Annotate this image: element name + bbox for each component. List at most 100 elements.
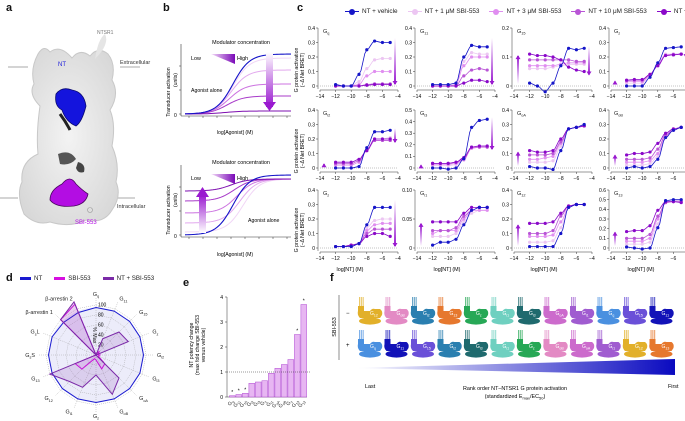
data-point	[446, 82, 450, 87]
data-point	[462, 220, 466, 224]
increase-arrow-shaft	[420, 223, 422, 246]
y-tick-label: 0	[603, 246, 606, 252]
y-tick-label: 0	[220, 395, 223, 401]
data-point	[567, 65, 571, 69]
g-protein-label: Gz	[476, 311, 482, 318]
gamma-helix	[385, 297, 387, 306]
data-point	[341, 166, 345, 170]
increase-arrow-head	[515, 151, 521, 156]
bar	[255, 381, 262, 398]
data-point	[454, 166, 458, 170]
f-rank-gradient	[355, 359, 675, 375]
data-point	[551, 229, 555, 233]
g-beta-body	[412, 350, 434, 358]
modulator-curve	[184, 95, 292, 115]
gamma-helix	[413, 330, 415, 339]
data-point	[477, 208, 481, 212]
radar-category-label: GoB	[119, 409, 128, 416]
data-point	[632, 246, 636, 250]
decrease-arrow-head	[489, 81, 495, 85]
data-point	[365, 223, 369, 227]
x-tick-label: −12	[622, 94, 631, 100]
data-point	[535, 244, 539, 249]
f-axis-title-line2: (standardized Emax/EC50)	[485, 394, 546, 401]
y-tick-label: 0.4	[599, 26, 606, 32]
series-line	[335, 207, 391, 247]
series-line	[335, 40, 391, 87]
y-tick-label: 0.2	[308, 137, 315, 143]
data-point	[574, 48, 578, 52]
data-point	[559, 211, 563, 215]
gamma-helix	[519, 297, 521, 306]
y-tick-label: 0.4	[308, 188, 315, 194]
b-bottom-low: Low	[191, 176, 201, 182]
data-point	[365, 229, 369, 233]
g-alpha-body	[516, 339, 542, 351]
g-protein-label: Gi3	[476, 344, 483, 351]
y-tick-label: 0.3	[308, 122, 315, 128]
x-tick-label: −12	[428, 256, 437, 262]
data-point	[462, 55, 466, 59]
data-point	[632, 242, 636, 246]
data-point	[380, 221, 384, 225]
g-protein-icon: Gz	[516, 330, 542, 358]
data-point	[388, 137, 392, 141]
x-tick-label: −10	[347, 256, 356, 262]
f-axis-title-line1: Rank order NT–NTSR1 G protein activation	[463, 386, 567, 392]
f-last-label: Last	[365, 384, 376, 390]
x-tick-label: −6	[671, 94, 677, 100]
gamma-helix	[438, 297, 440, 306]
radar-category-label: GsL	[31, 330, 40, 337]
radar-spoke	[55, 354, 97, 396]
data-point	[470, 43, 474, 47]
data-point	[559, 231, 563, 236]
b-bottom-high: High	[237, 176, 248, 182]
y-tick-label: 0.4	[502, 108, 509, 114]
legend-item: NT + 3 μM SBI-553	[489, 8, 561, 15]
c-ylabel-row1-line2: (−Δ Net BRET)	[300, 53, 306, 88]
data-point	[679, 125, 683, 129]
gamma-helix	[465, 297, 467, 306]
g-protein-label: GoA	[556, 311, 565, 318]
g-beta-body	[438, 317, 461, 325]
agonist-alone-curve	[184, 53, 292, 115]
bar-category-label: Gi1	[265, 399, 274, 408]
legend-label: SBI-553	[68, 275, 91, 282]
data-point	[559, 149, 563, 153]
gamma-helix	[521, 297, 523, 306]
x-tick-label: −14	[510, 176, 519, 182]
bar-category-label: Gi2	[246, 399, 255, 408]
x-tick-label: −10	[444, 256, 453, 262]
g-protein-icon: G13	[649, 330, 674, 358]
y-tick-label: 2	[220, 345, 223, 351]
gamma-helix	[650, 297, 652, 306]
g-protein-icon: Gq	[357, 330, 383, 358]
y-tick-label: 0	[409, 84, 412, 90]
gamma-helix	[495, 330, 497, 339]
data-point	[648, 232, 652, 237]
data-point	[470, 208, 474, 212]
g-beta-body	[650, 350, 673, 358]
legend-item: SBI-553	[54, 275, 91, 282]
data-point	[380, 217, 384, 221]
subplot-title: Gi2	[323, 111, 330, 118]
decrease-arrow-shaft	[394, 128, 396, 142]
panel-letter-a: a	[6, 2, 13, 14]
g-beta-body	[624, 317, 646, 325]
gamma-helix	[362, 330, 364, 339]
decrease-arrow-shaft	[491, 38, 493, 84]
x-tick-label: −8	[461, 176, 467, 182]
series-line	[432, 44, 488, 85]
y-tick-label: 0.3	[308, 202, 315, 208]
data-point	[640, 77, 644, 82]
y-tick-label: 0	[409, 166, 412, 172]
data-point	[349, 160, 353, 164]
g-beta-body	[571, 350, 593, 358]
data-point	[462, 59, 466, 63]
data-point	[648, 156, 652, 160]
data-point	[373, 231, 377, 236]
legend-swatch	[20, 277, 31, 280]
data-point	[438, 240, 442, 244]
subplot-title: Gz	[323, 191, 329, 198]
g-beta-body	[359, 317, 381, 325]
